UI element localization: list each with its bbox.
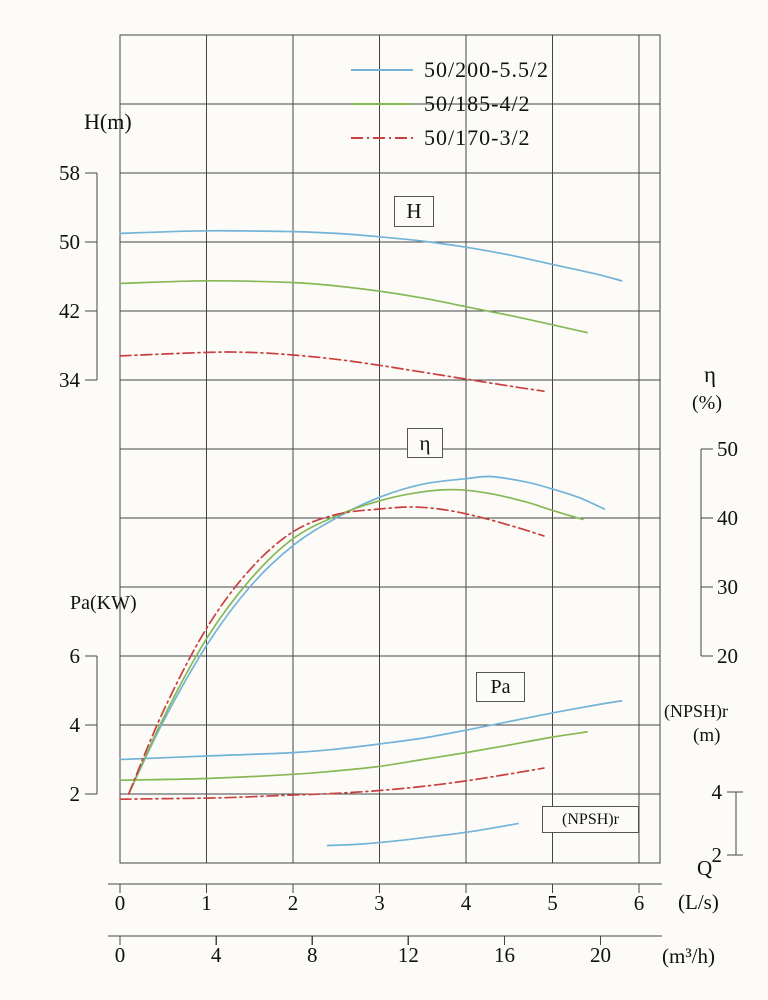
- tick-label: 2: [70, 782, 81, 806]
- pa-axis-label: Pa(KW): [70, 592, 137, 614]
- tick-label: 4: [70, 713, 81, 737]
- eta-curve-model-1: [127, 488, 584, 795]
- tick-label: 0: [115, 891, 126, 915]
- npsh-axis-unit: (m): [693, 725, 721, 746]
- tick-label: 12: [398, 943, 419, 967]
- legend-item: 50/185-4/2: [350, 91, 549, 117]
- q-axis-label: Q: [697, 856, 713, 880]
- tick-label: 58: [59, 161, 80, 185]
- h-axis-label: H(m): [84, 109, 132, 134]
- npshr-curve-model-0: [326, 822, 519, 847]
- tick-label: 20: [590, 943, 611, 967]
- tick-label: 1: [201, 891, 212, 915]
- legend-line-sample: [351, 103, 413, 105]
- legend-line-sample: [351, 69, 413, 71]
- tick-label: 50: [59, 230, 80, 254]
- tick-label: 2: [288, 891, 299, 915]
- legend-item: 50/170-3/2: [350, 125, 549, 151]
- h-curve-model-1: [119, 279, 588, 334]
- eta-axis-unit: (%): [692, 392, 722, 414]
- legend-item-label: 50/200-5.5/2: [424, 57, 550, 82]
- npsh-curve-label-box: (NPSH)r: [542, 806, 639, 833]
- h-curve-model-0: [119, 229, 623, 282]
- tick-label: 4: [461, 891, 472, 915]
- tick-label: 16: [494, 943, 515, 967]
- tick-label: 50: [717, 437, 738, 461]
- tick-label: 20: [717, 644, 738, 668]
- tick-label: 34: [59, 368, 81, 392]
- tick-label: 30: [717, 575, 738, 599]
- tick-label: 8: [307, 943, 318, 967]
- tick-label: 0: [115, 943, 126, 967]
- legend-line-sample: [351, 137, 413, 139]
- tick-label: 3: [374, 891, 385, 915]
- legend-item: 50/200-5.5/2: [350, 57, 549, 83]
- curves: [119, 229, 623, 847]
- eta-curve-label-box: η: [407, 428, 443, 458]
- grid: [119, 34, 661, 864]
- eta-curve-model-2: [127, 506, 545, 795]
- tick-label: 2: [712, 843, 723, 867]
- tick-label: 5: [547, 891, 558, 915]
- tick-label: 40: [717, 506, 738, 530]
- eta-curve-model-0: [127, 475, 606, 795]
- npsh-axis-label: (NPSH)r: [664, 701, 729, 721]
- eta-axis-symbol: η: [704, 362, 717, 387]
- pa-curve-model-1: [119, 731, 588, 782]
- x-unit-ls-label: (L/s): [678, 890, 719, 914]
- legend-item-label: 50/185-4/2: [424, 91, 531, 116]
- pa-curve-model-2: [119, 767, 545, 801]
- tick-label: 6: [70, 644, 81, 668]
- legend-item-label: 50/170-3/2: [424, 125, 531, 150]
- tick-label: 42: [59, 299, 80, 323]
- h-curve-label-box: H: [394, 196, 434, 227]
- legend: 50/200-5.5/2 50/185-4/2 50/170-3/2: [350, 57, 549, 151]
- h-curve-model-2: [119, 351, 545, 393]
- tick-label: 6: [634, 891, 645, 915]
- tick-label: 4: [211, 943, 222, 967]
- tick-label: 4: [712, 780, 723, 804]
- x-unit-m3h-label: (m³/h): [662, 944, 715, 968]
- axis-ticks: [85, 172, 743, 945]
- pa-curve-label-box: Pa: [476, 672, 525, 702]
- pa-curve-model-0: [119, 700, 623, 761]
